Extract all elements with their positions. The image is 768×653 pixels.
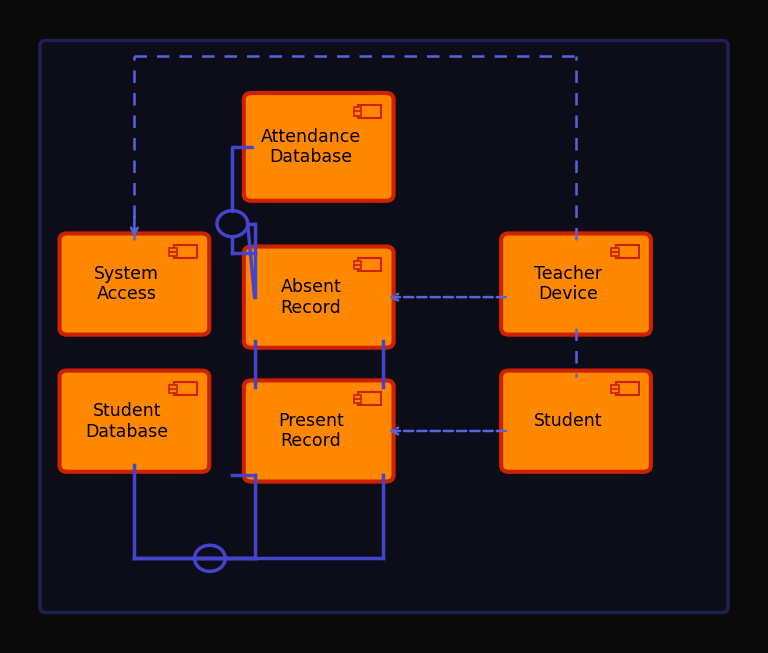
- Bar: [358, 392, 381, 405]
- Text: Present
Record: Present Record: [278, 411, 344, 451]
- Bar: [611, 248, 619, 253]
- Text: Attendance
Database: Attendance Database: [261, 127, 361, 167]
- Bar: [358, 104, 381, 118]
- Bar: [353, 261, 361, 266]
- Bar: [353, 395, 361, 400]
- FancyBboxPatch shape: [244, 93, 393, 201]
- Bar: [615, 382, 638, 395]
- Text: Absent
Record: Absent Record: [280, 278, 342, 317]
- Bar: [174, 382, 197, 395]
- Bar: [169, 385, 177, 390]
- Bar: [169, 389, 177, 393]
- Bar: [353, 265, 361, 269]
- Text: Student: Student: [534, 412, 603, 430]
- FancyBboxPatch shape: [59, 234, 209, 334]
- Bar: [353, 108, 361, 112]
- Bar: [353, 111, 361, 116]
- FancyBboxPatch shape: [501, 234, 650, 334]
- Bar: [615, 246, 638, 259]
- Bar: [353, 398, 361, 403]
- Text: Student
Database: Student Database: [85, 402, 168, 441]
- FancyBboxPatch shape: [244, 246, 393, 347]
- Bar: [611, 252, 619, 257]
- Bar: [169, 248, 177, 253]
- Bar: [169, 252, 177, 257]
- FancyBboxPatch shape: [244, 380, 393, 482]
- Text: Teacher
Device: Teacher Device: [535, 264, 602, 304]
- Bar: [174, 246, 197, 259]
- Text: System
Access: System Access: [94, 264, 159, 304]
- FancyBboxPatch shape: [501, 370, 650, 471]
- FancyBboxPatch shape: [40, 40, 728, 613]
- FancyBboxPatch shape: [59, 370, 209, 471]
- Bar: [611, 385, 619, 390]
- Bar: [611, 389, 619, 393]
- Bar: [358, 258, 381, 272]
